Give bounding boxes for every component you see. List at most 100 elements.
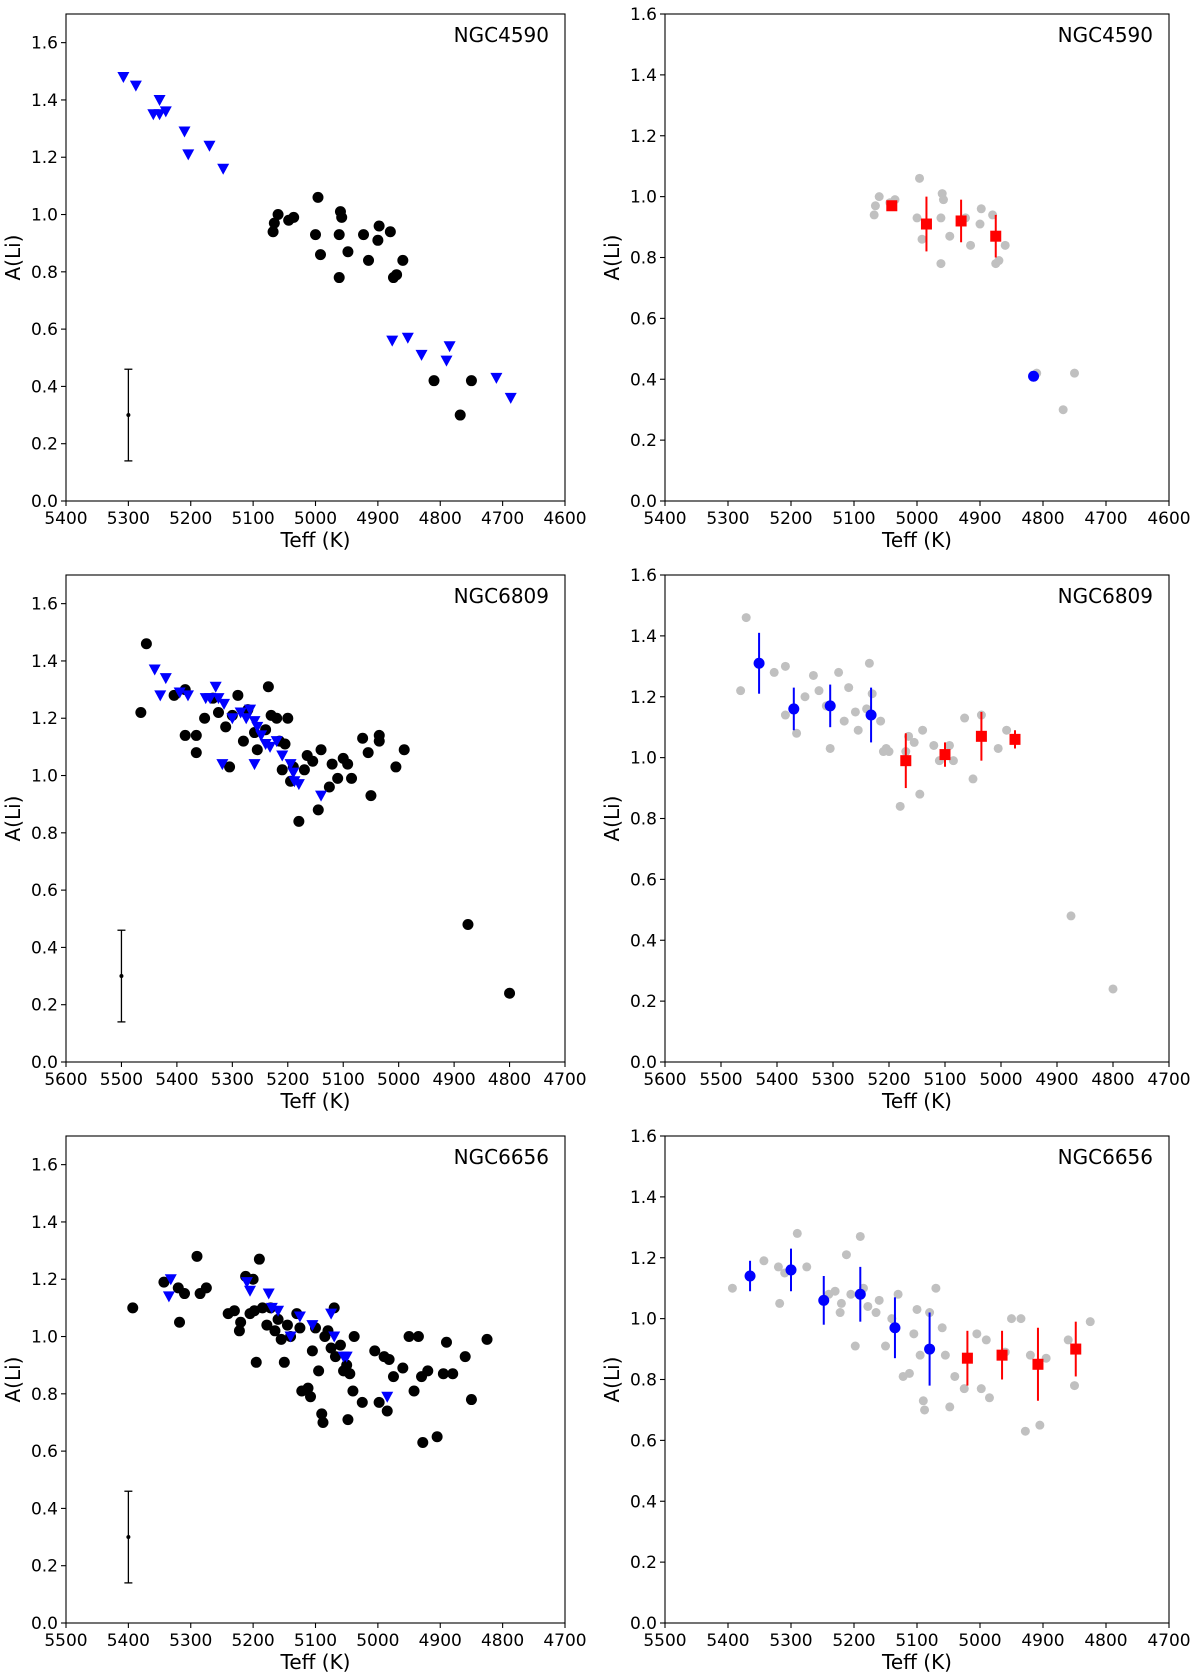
upper-limit-point	[226, 713, 239, 725]
upper-limit-point	[293, 1311, 306, 1323]
y-tick-label: 0.6	[31, 881, 58, 901]
background-point	[792, 1228, 802, 1238]
data-point	[363, 254, 375, 266]
x-tick-label: 5000	[294, 509, 337, 529]
background-point	[773, 1262, 783, 1272]
data-point	[333, 272, 345, 284]
data-point	[237, 735, 249, 747]
binned-point	[1032, 1358, 1044, 1370]
y-axis-label: A(Li)	[1, 235, 25, 281]
y-tick-label: 0.8	[31, 1385, 58, 1405]
data-point	[342, 1414, 354, 1426]
data-point	[365, 790, 377, 802]
data-point	[753, 657, 765, 669]
upper-limit-point	[276, 750, 289, 762]
data-point	[190, 747, 202, 759]
x-tick-label: 4700	[1147, 1631, 1190, 1651]
background-point	[1007, 1314, 1016, 1324]
data-point	[212, 707, 224, 719]
background-point	[864, 658, 874, 668]
upper-limit-point	[178, 126, 191, 138]
background-point	[775, 1298, 785, 1308]
data-point	[220, 721, 232, 733]
background-point	[994, 256, 1004, 266]
background-point	[841, 1250, 851, 1260]
data-point	[314, 249, 326, 261]
y-tick-label: 0.4	[630, 931, 657, 951]
upper-limit-point	[248, 716, 261, 728]
y-tick-label: 0.6	[31, 1442, 58, 1462]
x-tick-label: 5000	[958, 1631, 1001, 1651]
data-point	[294, 1322, 306, 1334]
background-point	[727, 1283, 737, 1293]
data-point	[465, 375, 477, 387]
data-point	[391, 269, 403, 281]
data-point	[408, 1385, 420, 1397]
y-tick-label: 1.6	[630, 5, 657, 25]
data-point	[428, 375, 440, 387]
background-point	[853, 725, 863, 735]
data-point	[372, 234, 384, 246]
data-point	[381, 1405, 393, 1417]
data-point	[481, 1333, 493, 1345]
x-tick-label: 5500	[643, 1631, 686, 1651]
upper-limit-point	[272, 1305, 285, 1317]
data-point	[326, 758, 338, 770]
background-point	[1063, 1335, 1073, 1345]
data-point	[302, 1382, 314, 1394]
x-tick-label: 5200	[266, 1070, 309, 1090]
data-point	[256, 1302, 268, 1314]
data-point	[347, 1385, 359, 1397]
data-point	[235, 1316, 247, 1328]
error-bar-center	[126, 413, 131, 418]
background-point	[839, 716, 849, 726]
background-point	[945, 231, 955, 241]
data-point	[344, 1368, 356, 1380]
plot-frame	[664, 13, 1170, 502]
x-tick-label: 5200	[867, 1070, 910, 1090]
upper-limit-point	[340, 1351, 353, 1363]
binned-point	[1009, 733, 1021, 745]
y-tick-label: 0.4	[630, 370, 657, 390]
binned-point	[939, 749, 951, 761]
data-point	[336, 211, 348, 223]
data-point	[422, 1365, 434, 1377]
x-tick-label: 4700	[543, 1631, 586, 1651]
upper-limit-point	[216, 759, 229, 771]
y-tick-label: 1.0	[31, 1328, 58, 1348]
background-point	[936, 259, 946, 269]
background-point	[881, 1341, 890, 1351]
data-point	[785, 1264, 797, 1276]
background-point	[869, 210, 879, 220]
x-tick-label: 4800	[481, 1631, 524, 1651]
background-point	[1070, 1381, 1079, 1391]
y-tick-label: 1.2	[31, 709, 58, 729]
plot-frame	[65, 13, 566, 502]
upper-limit-point	[153, 109, 166, 121]
y-tick-label: 0.2	[630, 431, 657, 451]
data-point	[307, 755, 319, 767]
x-tick-label: 5300	[811, 1070, 854, 1090]
background-point	[944, 740, 954, 750]
y-tick-label: 0.8	[630, 1371, 657, 1391]
panel-ngc6656-raw: NGC6656 Teff (K) A(Li) 5500 5400 5300 5200 5…	[1, 1135, 587, 1674]
background-point	[915, 1350, 925, 1360]
background-point	[884, 747, 894, 757]
background-point	[1085, 1317, 1095, 1327]
x-tick-label: 4700	[1147, 1070, 1190, 1090]
background-point	[874, 192, 884, 202]
x-tick-label: 5200	[769, 509, 812, 529]
data-point	[373, 1396, 385, 1408]
background-point	[912, 213, 922, 223]
x-tick-label: 5000	[377, 1070, 420, 1090]
data-point	[282, 712, 294, 724]
background-point	[968, 774, 978, 784]
panel-title: NGC4590	[454, 23, 549, 47]
data-point	[267, 226, 279, 238]
background-point	[792, 728, 802, 738]
data-point	[174, 1316, 186, 1328]
binned-point	[1070, 1343, 1082, 1355]
y-tick-label: 1.4	[31, 652, 58, 672]
upper-limit-point	[181, 690, 194, 702]
x-tick-label: 5400	[643, 509, 686, 529]
